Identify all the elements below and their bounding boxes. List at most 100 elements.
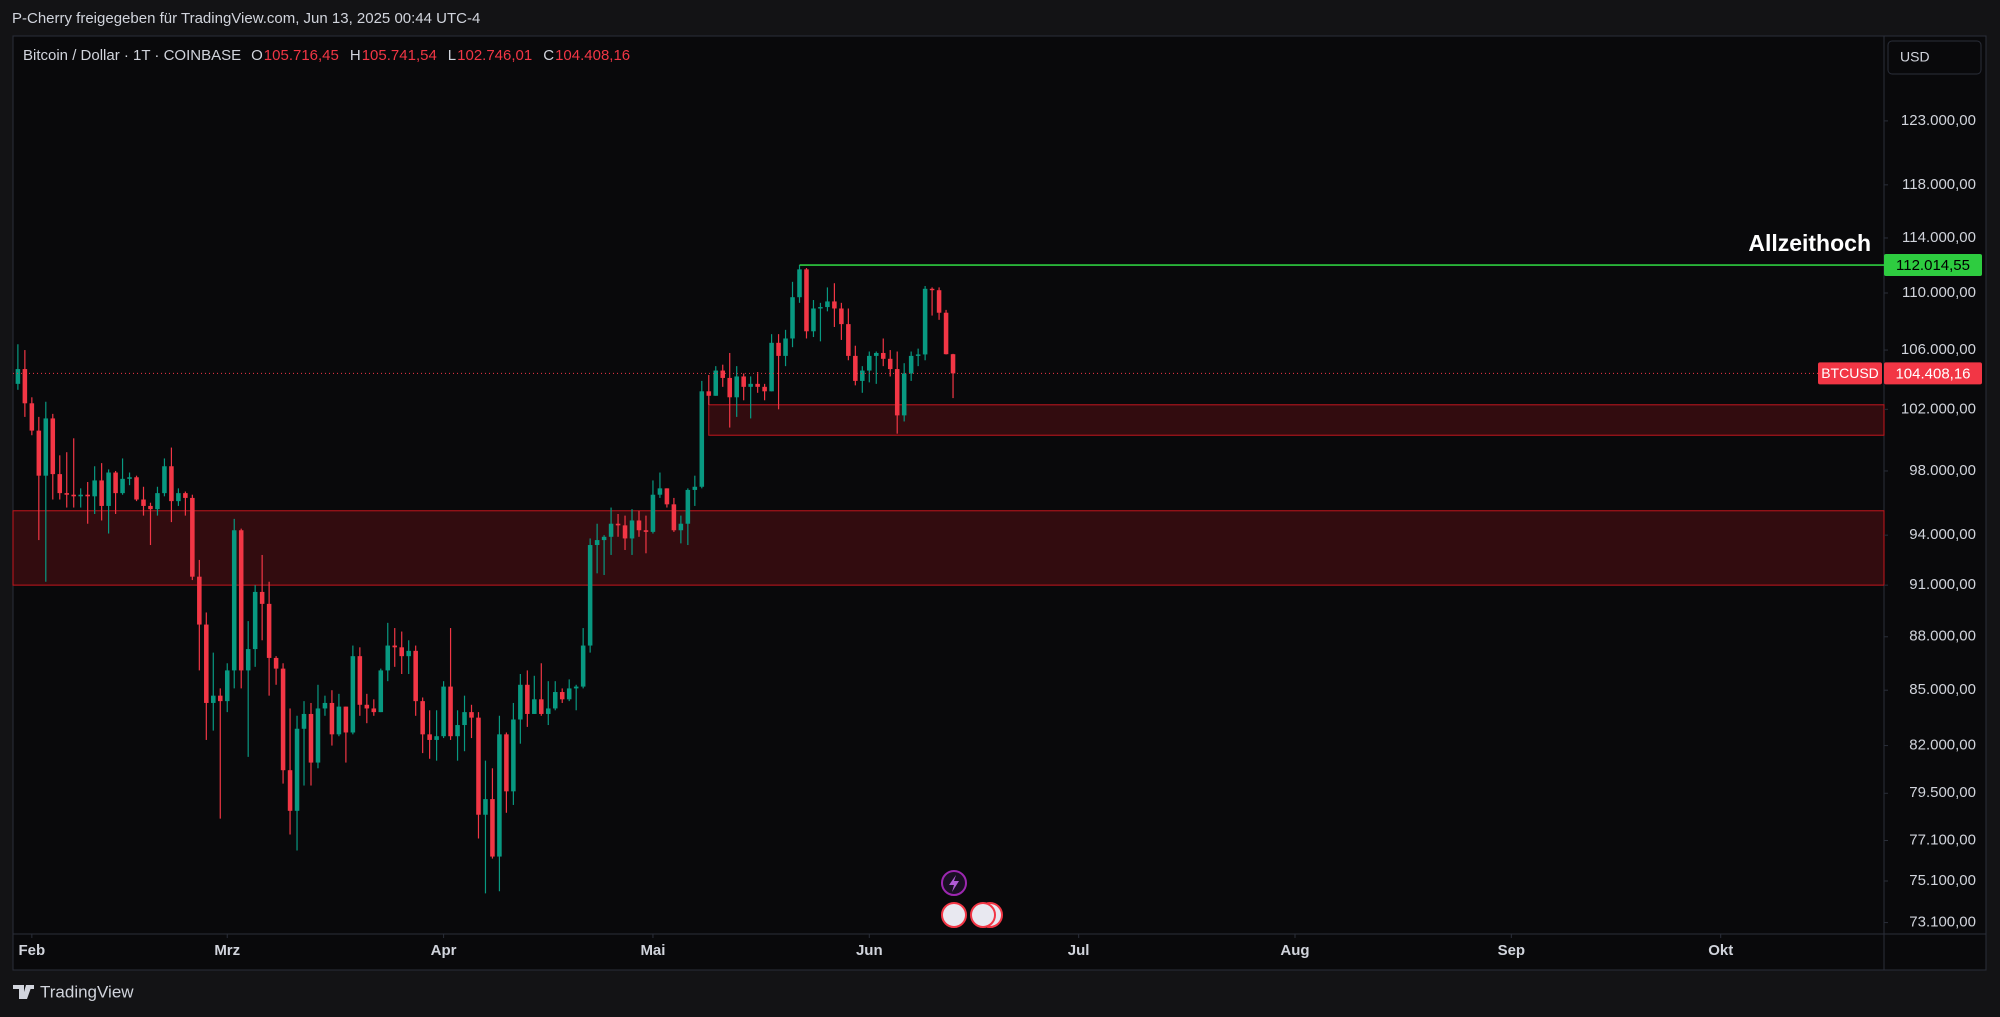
candle-body (280, 668, 286, 771)
candle-body (699, 391, 705, 487)
candle-body (546, 708, 551, 714)
candle-body (169, 466, 174, 502)
candle-body (476, 717, 481, 815)
candle-body (776, 342, 781, 356)
y-tick-label: 85.000,00 (1909, 681, 1976, 698)
candle-body (685, 489, 691, 524)
y-tick-label: 77.100,00 (1909, 831, 1976, 848)
candle-body (413, 650, 418, 702)
event-icons[interactable] (941, 870, 1003, 928)
ath-price-box (1884, 254, 1982, 277)
y-tick-label: 75.100,00 (1909, 872, 1976, 889)
x-tick-label: Aug (1280, 942, 1309, 959)
candle-body (462, 712, 467, 726)
candle-body (259, 591, 265, 604)
event-icon[interactable] (970, 902, 996, 928)
candle-body (343, 706, 349, 733)
candle-body (636, 520, 642, 531)
candle-body (204, 624, 209, 703)
candle-body (357, 656, 363, 705)
candle-body (385, 645, 391, 671)
x-tick-label: Jun (856, 942, 883, 959)
candle-body (929, 288, 935, 291)
candle-body (141, 499, 146, 506)
candle-body (92, 480, 97, 497)
candle-body (643, 530, 649, 532)
header-text: 105.716,45 (264, 47, 339, 64)
event-icon-glyph (949, 875, 959, 892)
candle-body (231, 530, 237, 671)
candle-body (511, 719, 516, 792)
currency-box[interactable] (1887, 40, 1982, 75)
price-box (1884, 362, 1982, 385)
header-text: O (251, 47, 263, 64)
candle-body (552, 692, 558, 709)
candle-body (441, 686, 446, 737)
candle-body (106, 472, 111, 506)
header-text: 102.746,01 (457, 47, 532, 64)
candle-body (741, 376, 746, 387)
ath-price-label: 112.014,55 (1896, 257, 1970, 274)
candle-body (629, 520, 635, 539)
event-icon[interactable] (941, 902, 967, 928)
y-tick-label: 79.500,00 (1909, 784, 1976, 801)
x-tick-label: Okt (1708, 942, 1733, 959)
y-tick-label: 114.000,00 (1902, 229, 1976, 246)
candle-body (887, 358, 893, 370)
header-text: H (350, 47, 361, 64)
candle-body (908, 355, 914, 374)
candle-body (657, 488, 663, 495)
candle-body (64, 493, 70, 495)
zone (708, 404, 1885, 436)
y-tick-label: 88.000,00 (1909, 628, 1976, 645)
candle-body (727, 377, 732, 398)
symbol-label: BTCUSD (1821, 365, 1879, 381)
candle-body (238, 530, 244, 671)
candle-body (155, 493, 160, 510)
candle-body (922, 288, 928, 355)
candle-body (308, 713, 314, 763)
candle-body (853, 355, 858, 381)
candle-body (594, 540, 600, 546)
candle-body (867, 355, 872, 371)
price-label: 104.408,16 (1895, 365, 1970, 382)
candle-body (706, 391, 712, 396)
x-tick-label: Sep (1498, 942, 1526, 959)
candle-body (162, 466, 167, 494)
candle-body (36, 430, 42, 476)
candle-body (559, 692, 565, 700)
header-text: Bitcoin / Dollar · 1T · COINBASE (23, 47, 241, 64)
x-tick-label: Mrz (214, 942, 240, 959)
x-tick-label: Apr (431, 942, 457, 959)
candle-body (127, 477, 132, 479)
candle-body (190, 497, 195, 577)
candle-body (434, 736, 439, 740)
candle-body (790, 297, 795, 339)
candle-body (504, 734, 509, 792)
candle-body (573, 686, 579, 689)
candle-body (525, 684, 530, 714)
candle-body (294, 728, 300, 811)
candle-body (427, 734, 432, 740)
candle-body (832, 301, 837, 309)
candle-body (113, 472, 118, 494)
candle-body (29, 403, 35, 431)
candle-body (148, 505, 153, 510)
candle-body (650, 494, 656, 532)
chart-panel (12, 35, 1987, 971)
currency: USD (1900, 49, 1930, 65)
candle-body (483, 799, 488, 815)
candle-body (78, 494, 83, 497)
header-text: L (448, 47, 456, 64)
candle-body (762, 386, 767, 392)
candle-body (224, 670, 230, 702)
candle-body (301, 713, 307, 729)
y-tick-label: 82.000,00 (1909, 737, 1976, 754)
candle-body (615, 523, 621, 526)
candle-body (518, 684, 523, 720)
candle-body (678, 523, 684, 531)
candle-body (71, 494, 76, 497)
y-tick-label: 118.000,00 (1902, 176, 1976, 193)
candle-body (273, 657, 279, 669)
candle-body (43, 418, 49, 476)
